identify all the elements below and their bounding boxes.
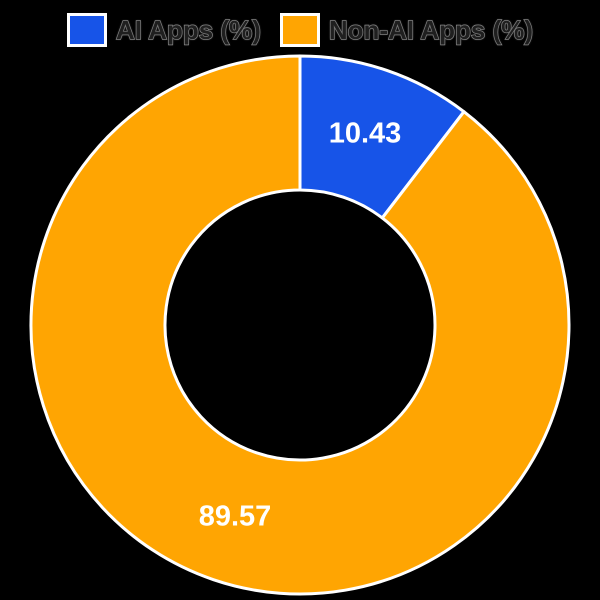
data-label-ai-apps: 10.43 [329, 118, 402, 150]
data-label-non-ai-apps: 89.57 [199, 500, 272, 532]
legend-item-non-ai-apps[interactable]: Non-AI Apps (%) [279, 13, 534, 47]
legend-item-ai-apps[interactable]: AI Apps (%) [66, 13, 262, 47]
chart-legend: AI Apps (%) Non-AI Apps (%) [0, 13, 600, 47]
legend-swatch-non-ai-apps [279, 13, 320, 47]
legend-swatch-ai-apps [66, 13, 107, 47]
legend-label-non-ai-apps: Non-AI Apps (%) [328, 15, 534, 45]
donut-segment-non-ai-apps[interactable] [29, 54, 571, 596]
legend-label-ai-apps: AI Apps (%) [115, 15, 261, 45]
